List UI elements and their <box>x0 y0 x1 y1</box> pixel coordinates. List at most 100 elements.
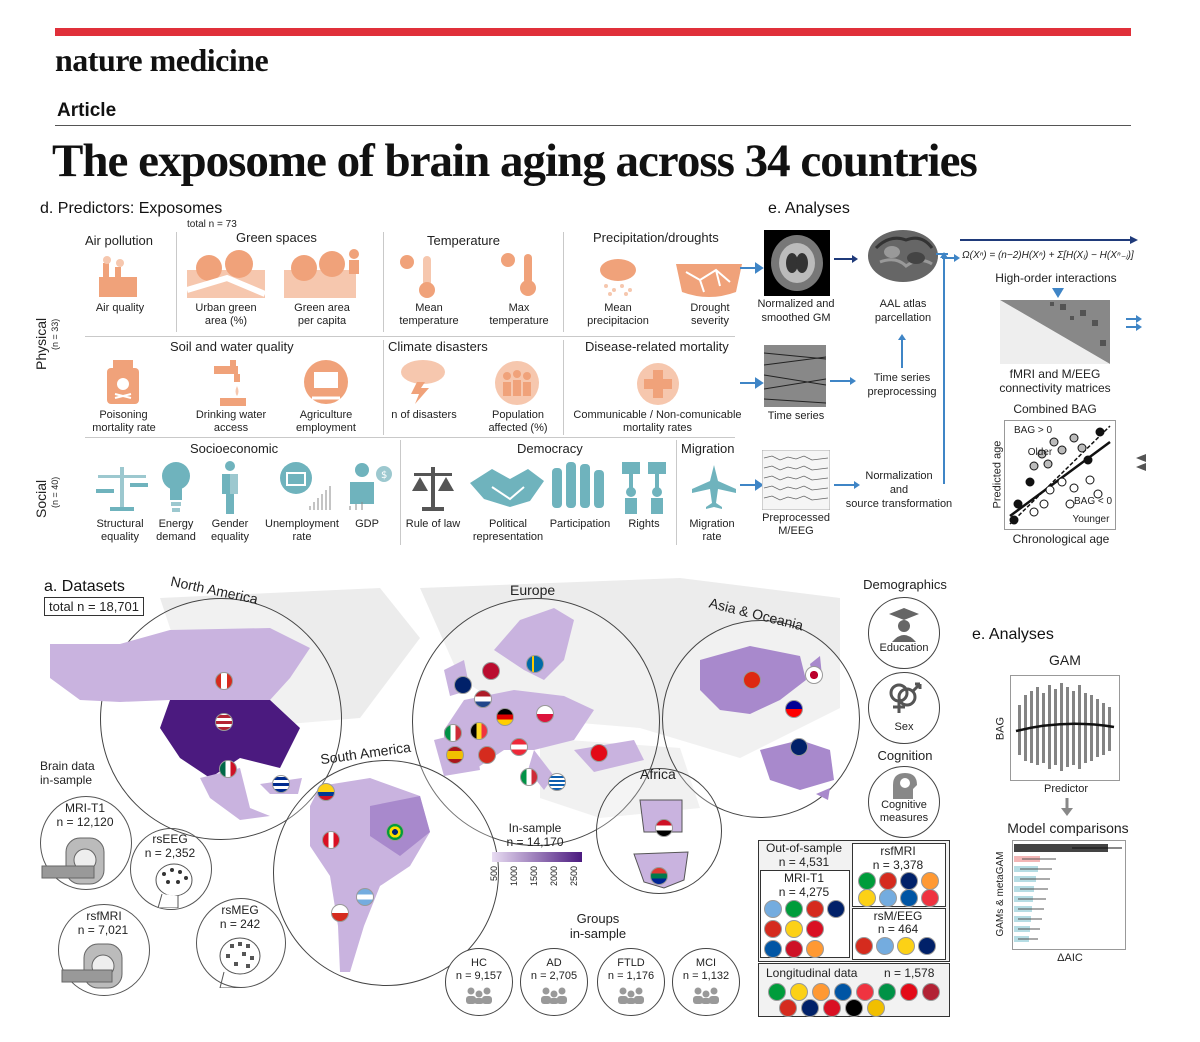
article-title: The exposome of brain aging across 34 co… <box>52 135 978 187</box>
urban-green-icon <box>187 250 265 298</box>
flag-peru <box>823 999 841 1017</box>
item-communicable-2: mortality rates <box>622 422 693 434</box>
high-order-label: High-order interactions <box>995 271 1117 285</box>
predictor-arrows <box>740 262 764 491</box>
rseeg-n: n = 2,352 <box>144 846 196 860</box>
people-icon <box>618 987 644 1004</box>
datasets-total: total n = 18,701 <box>44 597 144 616</box>
gender-symbols-icon <box>889 682 922 713</box>
flag-sweden <box>526 655 544 673</box>
item-participation: Participation <box>549 518 611 530</box>
flag-canada <box>215 672 233 690</box>
flag-india <box>921 872 939 890</box>
model-comp-label: Model comparisons <box>1007 820 1129 836</box>
people-icon <box>541 987 567 1004</box>
scale-tick: 1000 <box>509 866 519 887</box>
group-n: n = 1,132 <box>682 970 730 982</box>
flag-switzerland <box>478 746 496 764</box>
north-america-map <box>50 628 310 820</box>
flag-peru <box>322 831 340 849</box>
item-energy-2: demand <box>156 531 196 543</box>
oos-rsfmri-n: n = 3,378 <box>872 858 924 872</box>
mri-t1-label: MRI-T1 <box>65 801 105 815</box>
item-drought-1: Drought <box>690 302 730 314</box>
flag-colombia <box>785 920 803 938</box>
physical-label: Physical <box>33 317 49 370</box>
flag-poland <box>536 705 554 723</box>
in-sample-label: In-sample <box>508 821 562 835</box>
flag-turkey <box>590 744 608 762</box>
time-series-label: Time series <box>767 410 825 422</box>
item-unemployment-2: rate <box>292 531 312 543</box>
item-pop-affected-2: affected (%) <box>488 422 548 434</box>
africa-label: Africa <box>640 766 676 782</box>
graduate-icon <box>889 608 919 642</box>
oos-n: n = 4,531 <box>778 855 830 869</box>
divider <box>400 440 401 545</box>
svg-text:$: $ <box>381 470 387 481</box>
rseeg-circle <box>130 828 212 910</box>
item-mean-precip-2: precipitacion <box>587 315 649 327</box>
south-america-map <box>310 778 430 972</box>
flag-south-africa <box>650 867 668 885</box>
group-hc: HC n = 9,157 <box>445 948 513 1016</box>
item-structural-1: Structural <box>96 518 144 530</box>
divider <box>176 232 177 332</box>
flag-china <box>743 671 761 689</box>
cognitive-label-2: measures <box>879 812 929 824</box>
double-arrow-icon <box>1126 315 1142 331</box>
ts-pre-label-1: Time series <box>873 372 931 384</box>
item-gender-1: Gender <box>211 518 249 530</box>
flag-turkey <box>900 983 918 1001</box>
flag-brazil <box>785 900 803 918</box>
rsmeg-label: rsMEG <box>221 903 259 917</box>
cognitive-circle: Cognitive measures <box>868 766 940 838</box>
item-poison-2: mortality rate <box>92 422 156 434</box>
journal-accent-bar <box>55 28 1131 36</box>
group-name: FTLD <box>617 957 645 969</box>
flag-japan <box>805 666 823 684</box>
preproc-label-2: M/EEG <box>778 525 814 537</box>
flag-italy <box>520 768 538 786</box>
handshake-icon <box>470 469 544 507</box>
gam-plot <box>1010 675 1120 781</box>
ts-pre-label-2: preprocessing <box>867 386 937 398</box>
population-icon <box>495 361 539 405</box>
younger-label: Younger <box>1072 514 1110 525</box>
older-label: Older <box>1027 447 1053 458</box>
mri-t1-n: n = 12,120 <box>56 815 114 829</box>
flag-brazil <box>768 983 786 1001</box>
flag-france <box>764 940 782 958</box>
connectivity-matrix-image <box>1000 300 1110 364</box>
arrow-down-icon <box>1061 798 1073 816</box>
item-green-capita-2: per capita <box>297 315 347 327</box>
item-disasters: n of disasters <box>391 409 457 421</box>
bag-scatter-plot <box>1004 420 1116 530</box>
flag-india <box>806 940 824 958</box>
item-urban-green-2: area (%) <box>204 315 248 327</box>
group-green-spaces: Green spaces <box>236 230 317 245</box>
divider <box>563 232 564 332</box>
longitudinal-n: n = 1,578 <box>884 966 935 980</box>
sex-circle: Sex <box>868 672 940 744</box>
flag-india <box>812 983 830 1001</box>
flag-france <box>834 983 852 1001</box>
arrow-down-icon <box>1052 288 1064 298</box>
flag-argentina <box>356 888 374 906</box>
item-migration-2: rate <box>702 531 722 543</box>
analyses-top-heading: e. Analyses <box>768 200 850 217</box>
flag-argentina <box>876 937 894 955</box>
item-air-quality: Air quality <box>95 302 145 314</box>
social-n: (n = 40) <box>50 476 60 508</box>
oos-label: Out-of-sample <box>765 841 843 855</box>
asia-oceania-map <box>700 646 834 800</box>
thermometer-high-icon <box>501 253 536 296</box>
item-communicable-1: Communicable / Non-comunicable <box>573 409 742 421</box>
flag-usa <box>215 713 233 731</box>
airplane-icon <box>692 465 736 509</box>
group-n: n = 2,705 <box>530 970 578 982</box>
item-urban-green-1: Urban green <box>195 302 257 314</box>
divider <box>85 437 735 438</box>
flag-italy <box>878 983 896 1001</box>
combined-bag-label: Combined BAG <box>1013 402 1097 416</box>
